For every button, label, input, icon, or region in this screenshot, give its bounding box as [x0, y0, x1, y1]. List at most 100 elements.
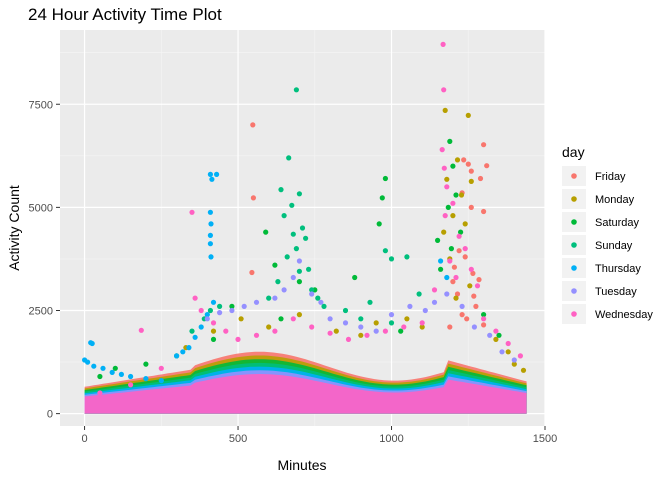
point-wednesday [453, 274, 459, 281]
point-wednesday [442, 213, 448, 219]
point-tuesday [296, 258, 302, 264]
point-friday [468, 168, 474, 174]
point-wednesday [290, 316, 296, 322]
point-sunday [306, 266, 312, 272]
point-monday [444, 176, 450, 182]
point-wednesday [309, 324, 315, 330]
point-tuesday [318, 299, 324, 305]
y-axis-ticks: 0 2500 5000 7500 [29, 99, 60, 421]
legend-label-friday: Friday [595, 171, 626, 183]
point-wednesday [382, 328, 388, 334]
point-sunday [315, 295, 321, 301]
point-sunday [321, 303, 327, 309]
point-wednesday [462, 246, 468, 252]
point-tuesday [487, 332, 493, 338]
point-friday [250, 122, 256, 128]
point-tuesday [204, 316, 210, 322]
point-tuesday [431, 299, 438, 305]
point-thursday [91, 363, 97, 369]
legend-label-sunday: Sunday [595, 240, 633, 252]
point-monday [520, 367, 527, 373]
legend-label-wednesday: Wednesday [595, 309, 653, 321]
point-friday [477, 175, 484, 182]
legend-swatch-monday [571, 196, 577, 202]
point-tuesday [241, 303, 247, 309]
point-saturday [112, 365, 118, 371]
point-saturday [379, 195, 385, 201]
point-sunday [367, 299, 373, 305]
point-tuesday [407, 303, 413, 309]
y-tick-label: 2500 [29, 306, 53, 318]
x-axis-title: Minutes [277, 457, 326, 473]
point-saturday [450, 163, 456, 169]
y-tick-label: 7500 [29, 99, 53, 111]
point-saturday [382, 175, 388, 182]
point-thursday [158, 378, 164, 384]
point-monday [266, 324, 272, 330]
point-friday [250, 195, 256, 201]
point-friday [476, 277, 482, 283]
point-saturday [458, 229, 464, 235]
point-wednesday [419, 320, 425, 326]
point-tuesday [253, 299, 260, 305]
point-sunday [289, 202, 295, 208]
point-sunday [284, 254, 290, 260]
point-tuesday [422, 307, 428, 314]
point-monday [450, 213, 456, 219]
point-wednesday [474, 283, 481, 289]
point-saturday [263, 229, 269, 235]
point-thursday [180, 349, 186, 355]
point-friday [481, 322, 487, 328]
point-sunday [404, 254, 410, 260]
legend-swatch-tuesday [571, 288, 577, 294]
point-sunday [290, 231, 296, 237]
point-wednesday [447, 258, 453, 264]
point-wednesday [481, 316, 487, 322]
point-monday [441, 229, 447, 235]
point-thursday [444, 274, 450, 281]
point-wednesday [517, 353, 524, 359]
data-points [82, 41, 527, 396]
point-sunday [293, 246, 299, 252]
point-thursday [208, 254, 214, 260]
point-thursday [207, 232, 213, 238]
point-sunday [309, 287, 315, 293]
point-sunday [416, 291, 422, 297]
legend: day Friday Monday Saturday Sunday Thursday Tu… [562, 144, 653, 324]
point-saturday [481, 312, 487, 318]
point-monday [238, 316, 244, 322]
legend-swatch-saturday [571, 219, 577, 225]
point-monday [453, 295, 459, 301]
point-tuesday [511, 357, 517, 363]
point-friday [464, 316, 470, 322]
point-thursday [207, 241, 213, 247]
point-monday [333, 328, 339, 334]
point-saturday [453, 192, 459, 198]
point-wednesday [401, 324, 407, 330]
dense-activity-bands [84, 351, 527, 414]
chart-title: 24 Hour Activity Time Plot [28, 5, 222, 24]
point-friday [459, 312, 465, 318]
point-wednesday [253, 332, 260, 338]
point-thursday [89, 340, 95, 347]
x-tick-label: 0 [81, 433, 87, 445]
point-wednesday [138, 327, 144, 333]
point-thursday [208, 221, 214, 227]
x-tick-label: 500 [229, 433, 247, 445]
legend-label-monday: Monday [595, 194, 635, 206]
point-thursday [209, 176, 215, 182]
point-tuesday [281, 287, 287, 293]
point-monday [419, 324, 425, 330]
point-wednesday [345, 336, 352, 342]
point-sunday [358, 316, 364, 322]
y-tick-label: 5000 [29, 202, 53, 214]
point-friday [461, 157, 467, 163]
point-saturday [210, 336, 217, 342]
point-wednesday [327, 330, 333, 336]
point-monday [296, 312, 302, 318]
point-monday [404, 316, 410, 322]
point-saturday [272, 262, 278, 268]
point-thursday [143, 376, 149, 382]
